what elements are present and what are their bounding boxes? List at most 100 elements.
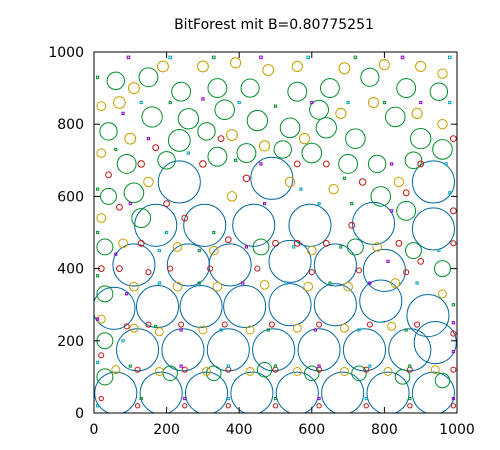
circle-mark-level-2-12 — [225, 129, 238, 141]
square-mark-77 — [139, 396, 143, 401]
square-mark-11 — [168, 100, 172, 105]
circle-mark-level-1-35 — [367, 154, 387, 174]
x-tick-label-2: 400 — [226, 422, 253, 438]
y-tick-label-3: 600 — [57, 189, 84, 205]
circle-mark-level-0-25 — [166, 243, 210, 287]
circle-mark-level-0-18 — [179, 284, 223, 329]
circle-mark-level-2-36 — [212, 281, 223, 292]
square-mark-24 — [259, 162, 263, 166]
square-mark-58 — [121, 339, 125, 343]
circle-mark-level-3-42 — [414, 321, 421, 328]
circle-mark-level-3-31 — [355, 267, 363, 274]
square-mark-83 — [408, 396, 412, 401]
circle-mark-level-3-53 — [134, 403, 141, 409]
square-mark-81 — [317, 396, 321, 401]
square-mark-9 — [121, 111, 125, 115]
circle-mark-level-0-14 — [388, 328, 432, 372]
circle-mark-level-1-33 — [197, 122, 216, 141]
y-tick-label-2: 400 — [57, 262, 84, 278]
circle-mark-level-1-10 — [432, 139, 453, 160]
square-mark-13 — [237, 100, 241, 105]
circle-mark-level-1-41 — [96, 368, 114, 386]
square-mark-2 — [212, 55, 216, 60]
circle-mark-level-1-4 — [246, 109, 269, 132]
axis-ticks: 0 200 400 600 800 1000 0 200 400 600 800 1000 — [48, 45, 474, 438]
circle-mark-level-1-2 — [177, 108, 200, 130]
circle-mark-level-0-2 — [184, 371, 229, 413]
square-mark-21 — [146, 137, 151, 141]
circle-mark-level-1-49 — [162, 365, 178, 382]
circle-mark-level-1-42 — [252, 238, 270, 256]
square-mark-78 — [183, 396, 187, 401]
circle-mark-level-1-0 — [167, 129, 191, 152]
circle-mark-level-1-9 — [410, 127, 432, 150]
square-mark-22 — [186, 151, 190, 155]
square-mark-29 — [96, 187, 100, 191]
circle-mark-level-0-36 — [157, 160, 201, 204]
circle-mark-level-2-55 — [430, 365, 440, 375]
circle-mark-level-3-14 — [163, 200, 171, 208]
circle-mark-level-3-58 — [363, 403, 369, 409]
square-mark-0 — [126, 55, 131, 60]
circle-mark-level-2-9 — [415, 60, 427, 73]
square-mark-80 — [273, 396, 278, 401]
square-mark-62 — [266, 328, 270, 332]
circle-mark-level-2-30 — [306, 245, 317, 256]
circle-mark-level-1-18 — [370, 186, 392, 207]
square-mark-74 — [408, 364, 412, 368]
circle-mark-level-2-13 — [259, 140, 271, 152]
circle-mark-level-3-3 — [217, 135, 225, 143]
circle-mark-level-3-59 — [407, 403, 413, 409]
square-mark-3 — [259, 55, 263, 60]
square-mark-50 — [197, 281, 201, 285]
circle-mark-level-2-25 — [393, 176, 405, 188]
circle-mark-level-2-0 — [113, 96, 126, 109]
circle-mark-level-2-45 — [339, 323, 349, 333]
circle-mark-level-2-47 — [437, 289, 447, 299]
circle-mark-level-1-15 — [236, 143, 257, 164]
square-mark-52 — [284, 281, 288, 285]
circle-mark-level-1-19 — [396, 200, 417, 221]
circle-mark-level-0-35 — [411, 207, 455, 251]
circle-mark-level-3-1 — [152, 144, 160, 152]
circle-mark-level-0-16 — [94, 286, 136, 330]
circle-mark-level-3-57 — [316, 403, 322, 409]
circle-mark-level-3-33 — [450, 240, 457, 247]
y-tick-label-5: 1000 — [48, 45, 84, 61]
circle-mark-level-1-43 — [346, 238, 364, 256]
square-mark-36 — [390, 209, 394, 213]
circle-mark-level-2-34 — [303, 281, 314, 292]
circle-mark-level-3-2 — [199, 160, 207, 168]
square-mark-34 — [317, 202, 321, 206]
circle-mark-level-3-40 — [316, 321, 323, 328]
circle-mark-level-1-13 — [123, 182, 145, 204]
circle-mark-level-3-32 — [403, 269, 410, 276]
circle-mark-level-2-44 — [292, 323, 302, 333]
circle-mark-level-1-11 — [116, 153, 137, 174]
circle-mark-level-3-25 — [116, 265, 123, 273]
circle-mark-level-2-27 — [118, 238, 128, 249]
square-mark-66 — [451, 321, 455, 325]
square-mark-76 — [96, 404, 100, 408]
circle-mark-level-2-51 — [245, 366, 255, 376]
circle-mark-level-0-26 — [208, 243, 252, 287]
circle-mark-level-3-37 — [178, 321, 185, 328]
circle-mark-level-2-8 — [378, 59, 390, 71]
square-mark-69 — [179, 364, 183, 368]
circle-mark-level-0-31 — [183, 203, 227, 247]
circle-mark-level-3-51 — [450, 366, 457, 373]
circle-mark-level-3-16 — [224, 236, 232, 244]
square-mark-63 — [313, 328, 318, 332]
square-mark-71 — [273, 364, 278, 368]
circle-mark-level-3-56 — [272, 403, 279, 409]
circle-mark-level-2-37 — [172, 281, 183, 292]
circle-mark-level-0-28 — [313, 243, 357, 287]
square-mark-38 — [96, 230, 100, 235]
circle-mark-level-2-19 — [96, 101, 107, 112]
square-mark-30 — [128, 202, 132, 206]
plot-frame — [93, 51, 458, 414]
circle-mark-level-2-11 — [124, 132, 137, 145]
circle-mark-level-3-20 — [348, 221, 356, 229]
square-mark-26 — [342, 176, 347, 180]
